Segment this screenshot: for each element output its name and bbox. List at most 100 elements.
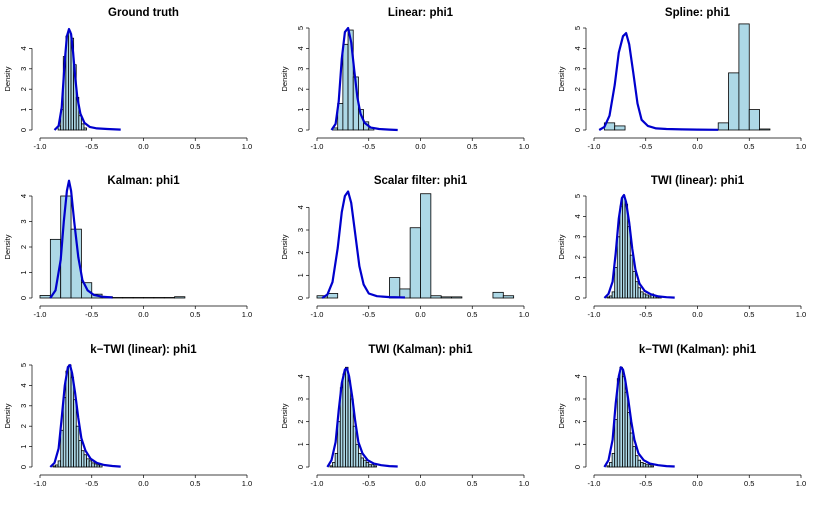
y-axis-label: Density xyxy=(280,66,289,91)
histogram-bar xyxy=(728,72,740,131)
y-tick-label: 4 xyxy=(296,374,305,378)
x-tick-label: 0.5 xyxy=(744,310,754,319)
histogram-bar xyxy=(440,296,452,299)
x-tick-label: 1.0 xyxy=(796,142,806,151)
x-tick-label: 1.0 xyxy=(796,479,806,488)
y-tick-label: 0 xyxy=(573,128,582,132)
x-tick-label: 1.0 xyxy=(519,310,529,319)
histogram-bar xyxy=(143,297,155,299)
histogram-bar xyxy=(153,297,165,299)
x-tick-label: -1.0 xyxy=(588,479,601,488)
panel-title: k−TWI (linear): phi1 xyxy=(90,344,197,356)
histogram-bar xyxy=(132,297,144,299)
y-tick-label: 1 xyxy=(573,276,582,280)
x-tick-label: 0.0 xyxy=(692,479,702,488)
histogram-bar xyxy=(650,465,654,468)
y-tick-label: 4 xyxy=(19,194,28,198)
y-tick-label: 1 xyxy=(573,108,582,112)
x-tick-label: 1.0 xyxy=(519,479,529,488)
x-tick-label: 0.5 xyxy=(744,479,754,488)
y-tick-label: 4 xyxy=(573,46,582,50)
x-tick-label: 1.0 xyxy=(242,142,252,151)
y-axis-label: Density xyxy=(557,234,566,259)
y-tick-label: 5 xyxy=(19,363,28,367)
x-tick-label: -1.0 xyxy=(588,142,601,151)
panel-6: TWI (linear): phi1 Density -1.0 -0.5 0.0 0.5 1… xyxy=(557,175,806,319)
y-tick-label: 3 xyxy=(296,397,305,401)
y-axis-label: Density xyxy=(3,66,12,91)
y-tick-label: 3 xyxy=(19,219,28,223)
panel-title: Ground truth xyxy=(108,7,179,19)
histogram-bar xyxy=(83,127,87,131)
panel-1: Ground truth Density -1.0 -0.5 0.0 0.5 1.0 0 1 2 3… xyxy=(3,7,252,151)
x-tick-label: 0.5 xyxy=(467,142,477,151)
x-tick-label: -1.0 xyxy=(588,310,601,319)
x-tick-label: -1.0 xyxy=(34,310,47,319)
panel-title: Linear: phi1 xyxy=(388,7,454,19)
y-tick-label: 2 xyxy=(19,87,28,91)
y-tick-label: 4 xyxy=(19,46,28,50)
x-tick-label: 0.5 xyxy=(467,479,477,488)
y-tick-label: 1 xyxy=(296,273,305,277)
x-tick-label: -1.0 xyxy=(34,479,47,488)
panel-7: k−TWI (linear): phi1 Density -1.0 -0.5 0.0 0.… xyxy=(3,344,252,488)
y-tick-label: 4 xyxy=(296,46,305,50)
y-tick-label: 0 xyxy=(296,128,305,132)
y-tick-label: 0 xyxy=(573,465,582,469)
y-tick-label: 2 xyxy=(296,251,305,255)
y-tick-label: 1 xyxy=(296,108,305,112)
y-tick-label: 2 xyxy=(19,424,28,428)
panel-2: Linear: phi1 Density -1.0 -0.5 0.0 0.5 1.0 0 1 2 3… xyxy=(280,7,529,151)
y-tick-label: 0 xyxy=(19,465,28,469)
x-tick-label: -0.5 xyxy=(362,479,375,488)
x-tick-label: 0.0 xyxy=(138,310,148,319)
y-tick-label: 1 xyxy=(296,442,305,446)
histogram-bar xyxy=(614,125,626,131)
y-tick-label: 0 xyxy=(296,296,305,300)
y-tick-label: 3 xyxy=(573,235,582,239)
x-tick-label: -0.5 xyxy=(85,310,98,319)
histogram-bar xyxy=(717,122,729,131)
x-tick-label: 0.0 xyxy=(692,310,702,319)
density-curve xyxy=(321,190,406,299)
x-tick-label: 0.0 xyxy=(415,310,425,319)
histogram-bar xyxy=(163,297,175,299)
y-tick-label: 2 xyxy=(296,420,305,424)
x-tick-label: -1.0 xyxy=(34,142,47,151)
y-tick-label: 4 xyxy=(573,374,582,378)
y-tick-label: 0 xyxy=(19,128,28,132)
x-tick-label: -0.5 xyxy=(85,142,98,151)
y-tick-label: 5 xyxy=(296,26,305,30)
x-tick-label: -0.5 xyxy=(639,479,652,488)
histogram-bar xyxy=(174,296,186,299)
histogram-bar xyxy=(112,297,124,299)
panel-title: Scalar filter: phi1 xyxy=(374,175,468,187)
density-curve xyxy=(53,27,121,131)
y-tick-label: 4 xyxy=(19,383,28,387)
histogram-bar xyxy=(373,465,377,468)
y-tick-label: 3 xyxy=(296,67,305,71)
y-tick-label: 3 xyxy=(573,397,582,401)
y-axis-label: Density xyxy=(280,234,289,259)
y-tick-label: 5 xyxy=(573,194,582,198)
histogram-bar xyxy=(738,23,750,131)
panel-5: Scalar filter: phi1 Density -1.0 -0.5 0.0 0.5… xyxy=(280,175,529,319)
density-curve xyxy=(49,179,113,299)
x-tick-label: 0.5 xyxy=(744,142,754,151)
y-axis-label: Density xyxy=(3,234,12,259)
x-tick-label: 0.0 xyxy=(415,142,425,151)
histogram-bar xyxy=(342,43,349,131)
x-tick-label: 0.5 xyxy=(190,479,200,488)
x-tick-label: 1.0 xyxy=(242,310,252,319)
y-tick-label: 2 xyxy=(19,245,28,249)
y-tick-label: 2 xyxy=(573,87,582,91)
y-tick-label: 2 xyxy=(296,87,305,91)
panel-title: Spline: phi1 xyxy=(665,7,731,19)
x-tick-label: 0.0 xyxy=(138,479,148,488)
panel-title: Kalman: phi1 xyxy=(107,175,180,187)
histogram-bar xyxy=(326,293,339,299)
panel-title: TWI (linear): phi1 xyxy=(651,175,745,187)
histogram-bar xyxy=(39,295,51,299)
x-tick-label: -0.5 xyxy=(639,310,652,319)
